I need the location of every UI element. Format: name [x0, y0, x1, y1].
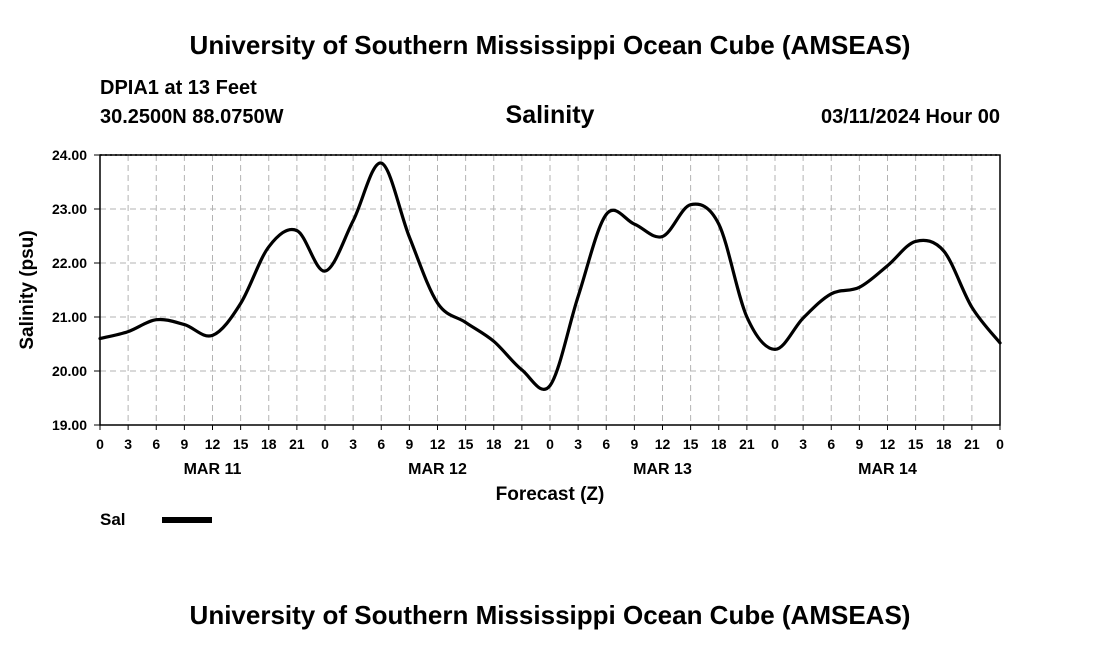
x-tick-label: 0: [546, 436, 554, 452]
x-tick-label: 18: [486, 436, 502, 452]
x-tick-label: 0: [321, 436, 329, 452]
y-tick-label: 19.00: [52, 417, 87, 433]
x-tick-label: 9: [180, 436, 188, 452]
x-tick-label: 0: [96, 436, 104, 452]
x-tick-label: 6: [152, 436, 160, 452]
y-tick-label: 21.00: [52, 309, 87, 325]
station-label: DPIA1 at 13 Feet: [100, 77, 257, 99]
y-tick-label: 24.00: [52, 147, 87, 163]
x-tick-label: 6: [377, 436, 385, 452]
x-tick-label: 3: [574, 436, 582, 452]
x-tick-label: 6: [602, 436, 610, 452]
series-line-sal: [98, 161, 1002, 391]
x-tick-label: 18: [711, 436, 727, 452]
x-tick-label: 9: [405, 436, 413, 452]
day-label: MAR 14: [858, 461, 917, 478]
legend-label: Sal: [100, 510, 126, 529]
x-tick-label: 12: [655, 436, 671, 452]
x-tick-label: 0: [771, 436, 779, 452]
day-label: MAR 12: [408, 461, 467, 478]
x-tick-label: 12: [205, 436, 221, 452]
x-tick-label: 15: [458, 436, 474, 452]
x-tick-label: 15: [683, 436, 699, 452]
footer-title: University of Southern Mississippi Ocean…: [189, 600, 911, 630]
y-tick-label: 20.00: [52, 363, 87, 379]
x-axis-title: Forecast (Z): [496, 484, 605, 505]
y-tick-label: 23.00: [52, 201, 87, 217]
legend-line-swatch: [162, 517, 212, 523]
chart-title: Salinity: [505, 101, 595, 129]
x-tick-label: 21: [289, 436, 305, 452]
day-label: MAR 13: [633, 461, 692, 478]
x-tick-label: 21: [739, 436, 755, 452]
x-tick-label: 9: [855, 436, 863, 452]
y-axis-title: Salinity (psu): [17, 230, 38, 349]
x-tick-label: 18: [261, 436, 277, 452]
forecast-run-time: 03/11/2024 Hour 00: [820, 106, 1000, 128]
x-tick-label: 18: [936, 436, 952, 452]
x-tick-label: 15: [908, 436, 924, 452]
x-tick-label: 21: [514, 436, 530, 452]
x-tick-label: 3: [349, 436, 357, 452]
x-tick-label: 3: [799, 436, 807, 452]
x-tick-label: 21: [964, 436, 980, 452]
day-label: MAR 11: [184, 461, 242, 478]
x-tick-label: 6: [827, 436, 835, 452]
station-coordinates: 30.2500N 88.0750W: [100, 106, 284, 128]
x-tick-label: 12: [430, 436, 446, 452]
y-tick-label: 22.00: [52, 255, 87, 271]
x-tick-label: 12: [880, 436, 896, 452]
x-tick-label: 15: [233, 436, 249, 452]
x-tick-label: 9: [630, 436, 638, 452]
x-tick-label: 0: [996, 436, 1004, 452]
x-tick-label: 3: [124, 436, 132, 452]
report-title: University of Southern Mississippi Ocean…: [189, 30, 911, 60]
